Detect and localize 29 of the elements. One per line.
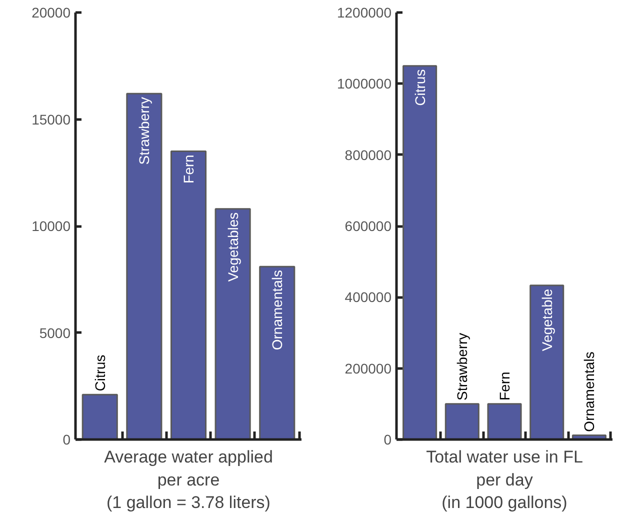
bar [402, 65, 438, 440]
y-tick-label: 0 [384, 432, 392, 448]
bar [444, 403, 480, 440]
bar [487, 403, 522, 440]
bar [214, 208, 251, 440]
y-tick-label: 0 [62, 432, 71, 448]
y-tick-label: 400000 [344, 289, 392, 306]
y-tick-label: 200000 [344, 360, 392, 376]
x-axis-title: Average water applied per acre (1 gallon = 3.78 liters) [104, 448, 273, 512]
category-label: Vegetable [538, 288, 555, 352]
y-tick-label: 1200000 [336, 4, 392, 20]
y-tick-label: 10000 [32, 218, 71, 234]
x-tick-label: Vegetables [224, 212, 241, 282]
category-label: Citrus [412, 69, 428, 106]
bar [82, 394, 118, 440]
bar [530, 284, 564, 440]
bar [259, 266, 296, 440]
y-tick-label: 800000 [344, 146, 392, 163]
y-tick-label: 15000 [32, 111, 71, 128]
x-axis-title: Total water use in FL per day (in 1000 gallons) [426, 448, 583, 512]
bar [170, 150, 207, 440]
category-label: Strawberry [454, 332, 470, 400]
category-label: Ornamentals [581, 352, 598, 432]
category-label: Fern [496, 372, 512, 400]
y-tick-label: 20000 [32, 4, 71, 20]
bar [126, 92, 162, 440]
y-tick-label: 600000 [344, 218, 392, 234]
y-tick-label: 5000 [39, 324, 71, 341]
y-tick-label: 1000000 [336, 76, 392, 92]
